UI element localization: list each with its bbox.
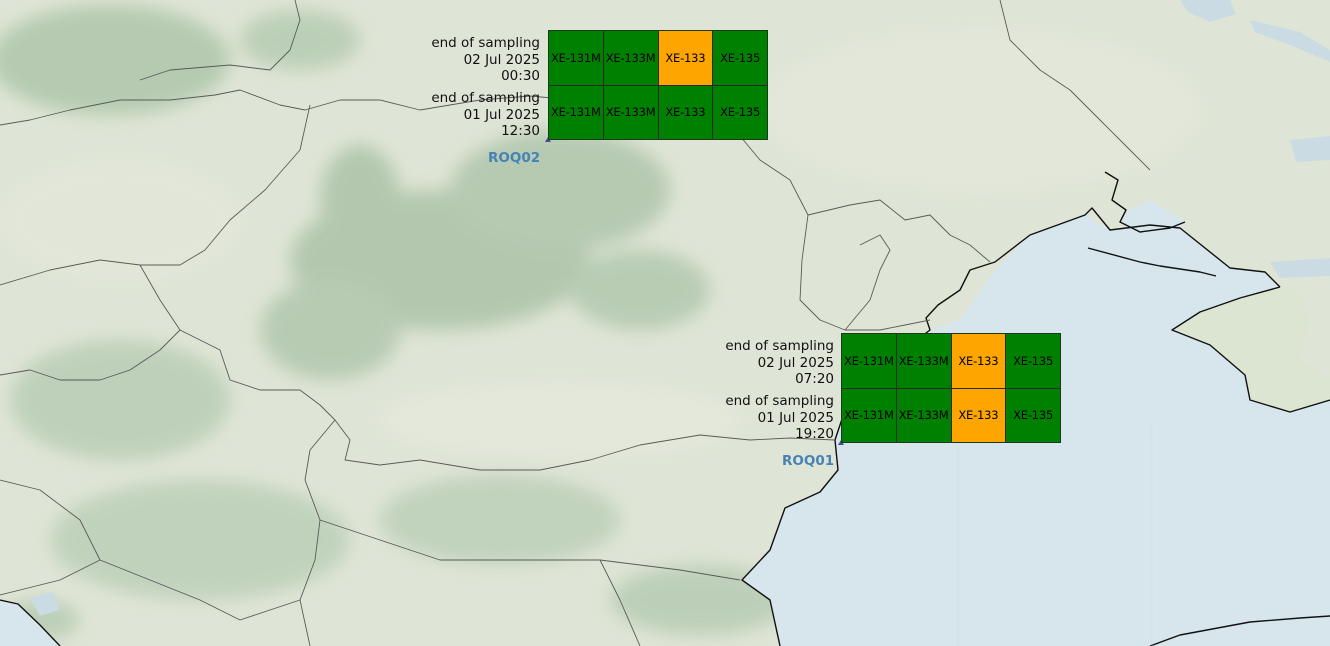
roq02-s1-xe131m-cell[interactable]: XE-131M	[549, 31, 603, 85]
reservoir-east	[1290, 136, 1330, 162]
sea-southwest	[0, 600, 60, 646]
lowland-shading	[0, 30, 1200, 455]
roq02-s1-xe135-cell[interactable]: XE-135	[713, 31, 767, 85]
roq01-sample-1-time: 07:20	[795, 371, 834, 387]
roq02-s2-xe131m-cell[interactable]: XE-131M	[549, 85, 603, 139]
roq01-s1-xe133m-cell[interactable]: XE-133M	[896, 334, 951, 388]
roq02-s1-xe133m-cell[interactable]: XE-133M	[603, 31, 658, 85]
roq02-s2-xe133m-cell[interactable]: XE-133M	[603, 85, 658, 139]
roq02-sample-2-caption: end of sampling	[431, 90, 540, 106]
roq02-sample-1-caption: end of sampling	[431, 35, 540, 51]
crimea	[1172, 287, 1330, 412]
roq01-s2-xe135-cell[interactable]: XE-135	[1006, 388, 1060, 442]
coastlines	[0, 171, 1330, 646]
roq02-sample-1-date: 02 Jul 2025	[463, 51, 540, 68]
station-roq01-label[interactable]: ROQ01	[782, 453, 835, 469]
roq01-s2-xe131m-cell[interactable]: XE-131M	[842, 388, 896, 442]
lake-southwest	[30, 592, 60, 616]
roq02-sample-1-time: 00:30	[501, 68, 540, 84]
lagoon-east	[1270, 258, 1330, 278]
roq01-isotope-panel: XE-131M XE-133M XE-133 XE-135 XE-131M XE…	[841, 333, 1061, 443]
roq02-sample-2-time: 12:30	[501, 123, 540, 139]
roq01-s2-xe133m-cell[interactable]: XE-133M	[896, 388, 951, 442]
roq02-s2-xe133-cell[interactable]: XE-133	[658, 85, 713, 139]
roq01-sample-2-time-label: end of sampling 01 Jul 2025 19:20	[684, 393, 834, 443]
roq02-isotope-panel: XE-131M XE-133M XE-133 XE-135 XE-131M XE…	[548, 30, 768, 140]
roq01-sample-2-caption: end of sampling	[725, 393, 834, 409]
roq02-sample-1-time-label: end of sampling 02 Jul 2025 00:30	[390, 35, 540, 85]
roq01-s1-xe133-cell[interactable]: XE-133	[951, 334, 1006, 388]
roq01-s1-xe135-cell[interactable]: XE-135	[1006, 334, 1060, 388]
roq01-sample-1-caption: end of sampling	[725, 338, 834, 354]
country-borders	[0, 0, 1151, 646]
reservoir-north	[1250, 20, 1330, 62]
roq02-s2-xe135-cell[interactable]: XE-135	[713, 85, 767, 139]
roq02-sample-2-date: 01 Jul 2025	[463, 106, 540, 123]
roq01-sample-2-date: 01 Jul 2025	[757, 409, 834, 426]
roq01-sample-2-time: 19:20	[795, 426, 834, 442]
roq01-sample-1-time-label: end of sampling 02 Jul 2025 07:20	[684, 338, 834, 388]
roq01-sample-1-date: 02 Jul 2025	[757, 354, 834, 371]
roq01-s2-xe133-cell[interactable]: XE-133	[951, 388, 1006, 442]
roq02-sample-2-time-label: end of sampling 01 Jul 2025 12:30	[390, 90, 540, 140]
lake-north	[1180, 0, 1236, 22]
station-roq02-label[interactable]: ROQ02	[488, 150, 541, 166]
roq02-s1-xe133-cell[interactable]: XE-133	[658, 31, 713, 85]
roq01-s1-xe131m-cell[interactable]: XE-131M	[842, 334, 896, 388]
